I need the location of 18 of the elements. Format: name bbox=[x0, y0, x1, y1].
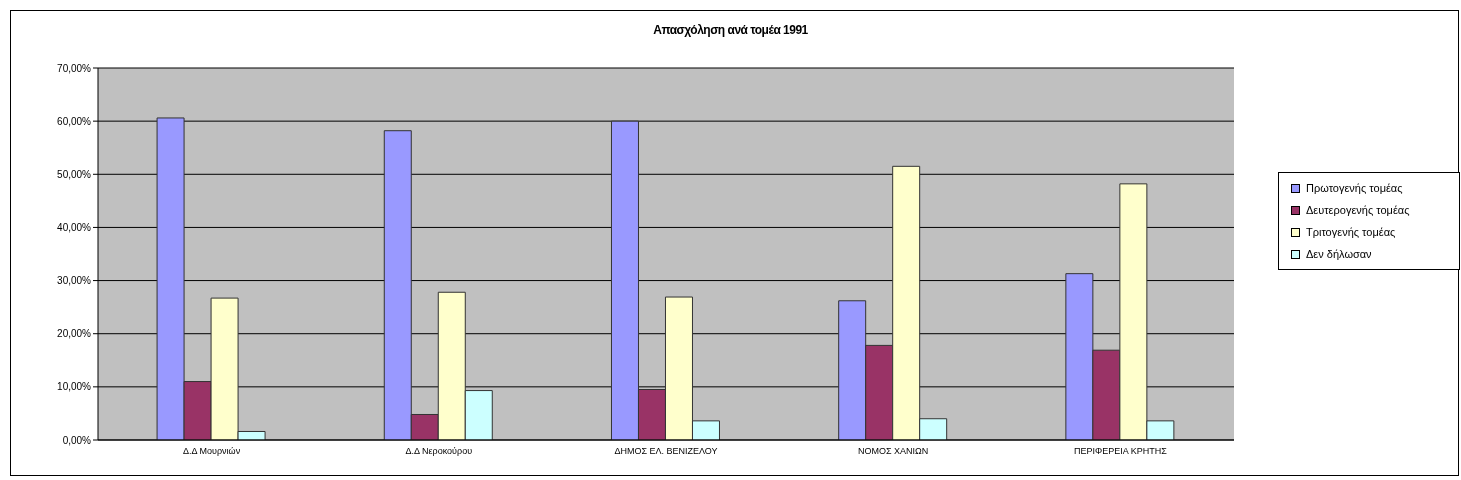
legend-label: Τριτογενής τομέας bbox=[1306, 226, 1396, 238]
legend-label: Πρωτογενής τομέας bbox=[1306, 182, 1403, 194]
y-tick-label: 20,00% bbox=[57, 328, 92, 340]
y-tick-label: 50,00% bbox=[57, 168, 92, 180]
y-tick-label: 40,00% bbox=[57, 221, 92, 233]
y-tick-label: 60,00% bbox=[57, 115, 92, 127]
legend-label: Δευτερογενής τομέας bbox=[1306, 204, 1410, 216]
y-tick-label: 30,00% bbox=[57, 275, 92, 287]
x-tick-label: Δ.Δ Μουρνιών bbox=[183, 446, 241, 457]
y-tick-label: 0,00% bbox=[62, 434, 92, 446]
y-tick-label: 10,00% bbox=[57, 381, 92, 393]
legend-label: Δεν δήλωσαν bbox=[1306, 248, 1372, 260]
x-tick-label: Δ.Δ Νεροκούρου bbox=[405, 446, 473, 457]
x-tick-label: ΠΕΡΙΦΕΡΕΙΑ ΚΡΗΤΗΣ bbox=[1074, 446, 1168, 457]
x-tick-label: ΝΟΜΟΣ ΧΑΝΙΩΝ bbox=[858, 446, 929, 457]
x-tick-label: ΔΗΜΟΣ ΕΛ. ΒΕΝΙΖΕΛΟΥ bbox=[614, 446, 718, 457]
chart-title: Απασχόληση ανά τομέα 1991 bbox=[652, 23, 809, 37]
y-tick-label: 70,00% bbox=[57, 62, 92, 74]
